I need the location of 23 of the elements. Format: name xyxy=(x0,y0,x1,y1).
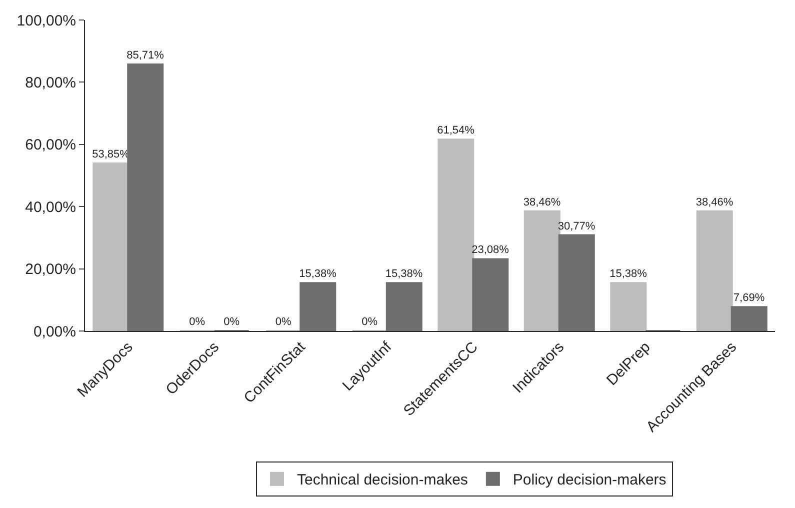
data-label: 38,46% xyxy=(696,196,734,208)
y-tick-label: 100,00% xyxy=(16,12,76,30)
y-tick-label: 40,00% xyxy=(25,198,76,216)
data-label: 0% xyxy=(224,316,240,328)
legend-label: Technical decision-makes xyxy=(297,472,468,489)
y-tick-label: 0,00% xyxy=(33,323,76,340)
data-label: 23,08% xyxy=(472,244,510,256)
legend-label: Policy decision-makers xyxy=(512,472,666,489)
data-label: 85,71% xyxy=(126,49,164,62)
data-label: 15,38% xyxy=(299,268,337,280)
data-label: 15,38% xyxy=(385,268,423,280)
data-label: 0% xyxy=(362,316,378,328)
y-tick-label: 20,00% xyxy=(25,261,76,278)
data-label: 61,54% xyxy=(437,124,475,137)
data-label: 15,38% xyxy=(610,268,648,280)
data-label: 0% xyxy=(189,316,206,328)
data-label: 38,46% xyxy=(523,196,561,208)
data-label: 53,85% xyxy=(92,148,130,161)
y-tick-label: 80,00% xyxy=(25,74,76,92)
data-label: 0% xyxy=(275,316,292,328)
data-label: 30,77% xyxy=(558,220,596,232)
data-label: 7,69% xyxy=(733,292,765,304)
y-tick-label: 60,00% xyxy=(25,136,76,154)
